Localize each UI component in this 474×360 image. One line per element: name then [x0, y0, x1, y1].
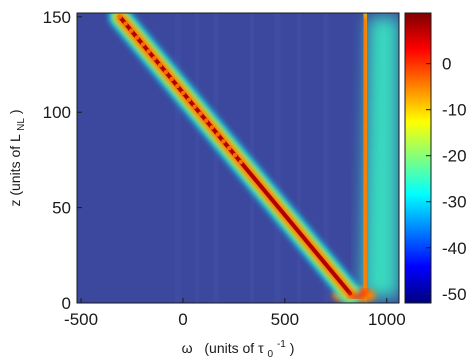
colorbar-tick-label: -20 [442, 147, 467, 166]
background-stripe [297, 13, 302, 303]
background-stripe [323, 13, 329, 303]
soliton-ripple [169, 76, 174, 82]
soliton-layer [108, 13, 369, 303]
soliton-ripple [238, 159, 243, 165]
x-tick-label: -500 [64, 310, 98, 329]
background-stripe [213, 13, 219, 303]
colorbar-tick-label: -10 [442, 101, 467, 120]
background-stripe [174, 13, 181, 303]
heatmap-plot [76, 12, 400, 304]
soliton-ripple [157, 63, 163, 68]
x-axis-label-omega: ω [182, 340, 193, 356]
soliton-ripple [221, 139, 226, 144]
soliton-ripple [226, 146, 232, 151]
soliton-ripple [186, 97, 192, 103]
soliton-ripple [203, 118, 209, 123]
x-axis-ticks: -500 0 500 1000 [64, 298, 406, 329]
y-tick-label: 50 [52, 199, 71, 218]
plot-frame [76, 12, 400, 304]
x-axis-label-sub: 0 [268, 349, 274, 360]
y-tick-label: 0 [62, 294, 71, 313]
soliton-ripple [163, 69, 169, 75]
colorbar: 0 -10 -20 -30 -40 -50 [404, 12, 467, 304]
soliton-ripple [123, 21, 128, 26]
colorbar-tick-label: 0 [442, 55, 451, 74]
soliton-ripple [180, 90, 186, 96]
soliton-ripple [134, 35, 140, 40]
x-axis-label-sup: -1 [277, 339, 286, 350]
x-tick-label: 0 [178, 310, 187, 329]
colorbar-tick-label: -30 [442, 193, 467, 212]
soliton-ripple [117, 14, 122, 20]
soliton-ripple [232, 152, 238, 158]
soliton-ripple [175, 83, 180, 89]
y-axis-label-sub: NL [16, 118, 27, 131]
x-tick-label: 500 [271, 310, 299, 329]
soliton-ripple [140, 42, 146, 47]
soliton-tail [347, 287, 369, 301]
y-axis-label-main: z (units of L [7, 134, 23, 207]
y-axis-label: z (units of L NL ) [7, 109, 27, 206]
resonant-radiation-line [361, 14, 369, 296]
soliton-ripple [215, 132, 220, 137]
x-tick-label: 1000 [368, 310, 406, 329]
soliton-ripple [152, 56, 157, 61]
soliton-ripple [192, 104, 197, 109]
y-tick-label: 100 [43, 103, 71, 122]
soliton-ripple [198, 111, 203, 116]
colorbar-tick-label: -40 [442, 239, 467, 258]
x-axis-label-prefix: (units of τ [204, 340, 264, 356]
colorbar-gradient [404, 12, 432, 304]
colorbar-tick-label: -50 [442, 285, 467, 304]
soliton-ripple [209, 125, 215, 130]
background-stripe [250, 13, 255, 303]
y-axis-label-suffix: ) [7, 109, 23, 114]
colorbar-ticks: 0 -10 -20 -30 -40 -50 [426, 55, 467, 304]
soliton-ripple [146, 49, 151, 54]
background-stripe [195, 13, 200, 303]
soliton-ripple [129, 28, 134, 33]
x-axis-label: ω (units of τ 0 -1 ) [182, 334, 295, 360]
x-axis-label-suffix: ) [290, 340, 295, 356]
y-tick-label: 150 [43, 8, 71, 27]
y-axis-ticks: 0 50 100 150 [43, 8, 82, 313]
background-stripe [274, 13, 281, 303]
background-stripes [174, 13, 329, 303]
